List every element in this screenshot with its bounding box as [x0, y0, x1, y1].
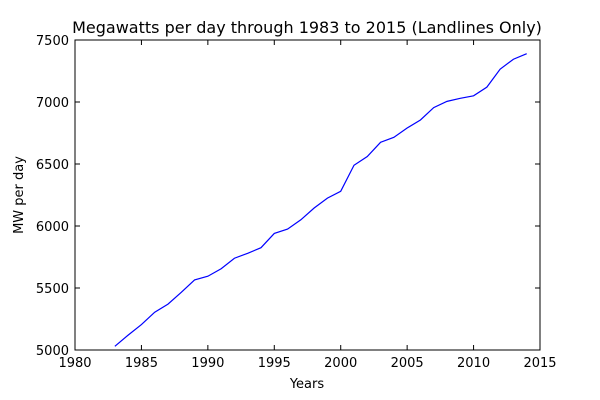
x-tick-label: 1985	[125, 356, 158, 371]
y-tick-label: 6500	[36, 158, 69, 173]
axis-ticks: 1980 1985 1990 1995 2000 2005 2010 2015 5000 5500…	[36, 34, 557, 371]
x-tick-label: 1995	[258, 356, 291, 371]
y-tick-label: 7000	[36, 96, 69, 111]
x-tick-label: 1990	[191, 356, 224, 371]
x-tick-label: 2010	[457, 356, 490, 371]
plot-area	[114, 53, 527, 347]
y-tick-label: 6000	[36, 220, 69, 235]
chart-title: Megawatts per day through 1983 to 2015 (…	[72, 18, 542, 37]
x-tick-label: 2005	[391, 356, 424, 371]
y-tick-label: 7500	[36, 34, 69, 49]
x-tick-label: 2000	[324, 356, 357, 371]
plot-frame	[74, 39, 541, 351]
y-axis-label: MW per day	[12, 156, 27, 234]
y-tick-label: 5000	[36, 344, 69, 359]
x-tick-label: 2015	[523, 356, 556, 371]
series-line	[114, 53, 527, 347]
x-tick-label: 1980	[58, 356, 91, 371]
x-axis-label: Years	[289, 377, 325, 392]
y-tick-label: 5500	[36, 282, 69, 297]
